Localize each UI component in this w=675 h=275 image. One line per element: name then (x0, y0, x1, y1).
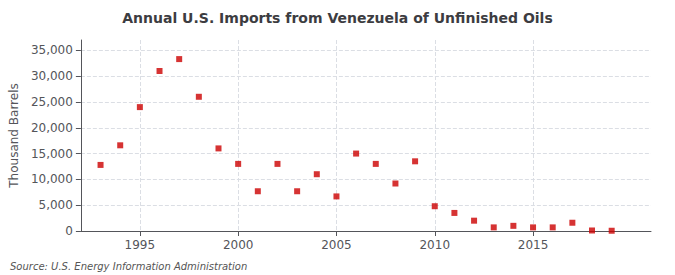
svg-text:2010: 2010 (419, 238, 450, 252)
svg-text:0: 0 (65, 224, 73, 238)
svg-text:20,000: 20,000 (31, 121, 73, 135)
svg-text:15,000: 15,000 (31, 147, 73, 161)
svg-text:10,000: 10,000 (31, 172, 73, 186)
svg-text:Thousand Barrels: Thousand Barrels (7, 83, 21, 188)
svg-text:1995: 1995 (125, 238, 156, 252)
svg-text:5,000: 5,000 (39, 198, 73, 212)
svg-text:2000: 2000 (223, 238, 254, 252)
svg-text:Source: U.S. Energy Informatio: Source: U.S. Energy Information Administ… (10, 261, 247, 272)
svg-text:30,000: 30,000 (31, 69, 73, 83)
svg-text:25,000: 25,000 (31, 95, 73, 109)
svg-text:Annual U.S. Imports from Venez: Annual U.S. Imports from Venezuela of Un… (122, 10, 552, 26)
svg-text:35,000: 35,000 (31, 43, 73, 57)
svg-text:2005: 2005 (321, 238, 352, 252)
svg-text:2015: 2015 (518, 238, 549, 252)
